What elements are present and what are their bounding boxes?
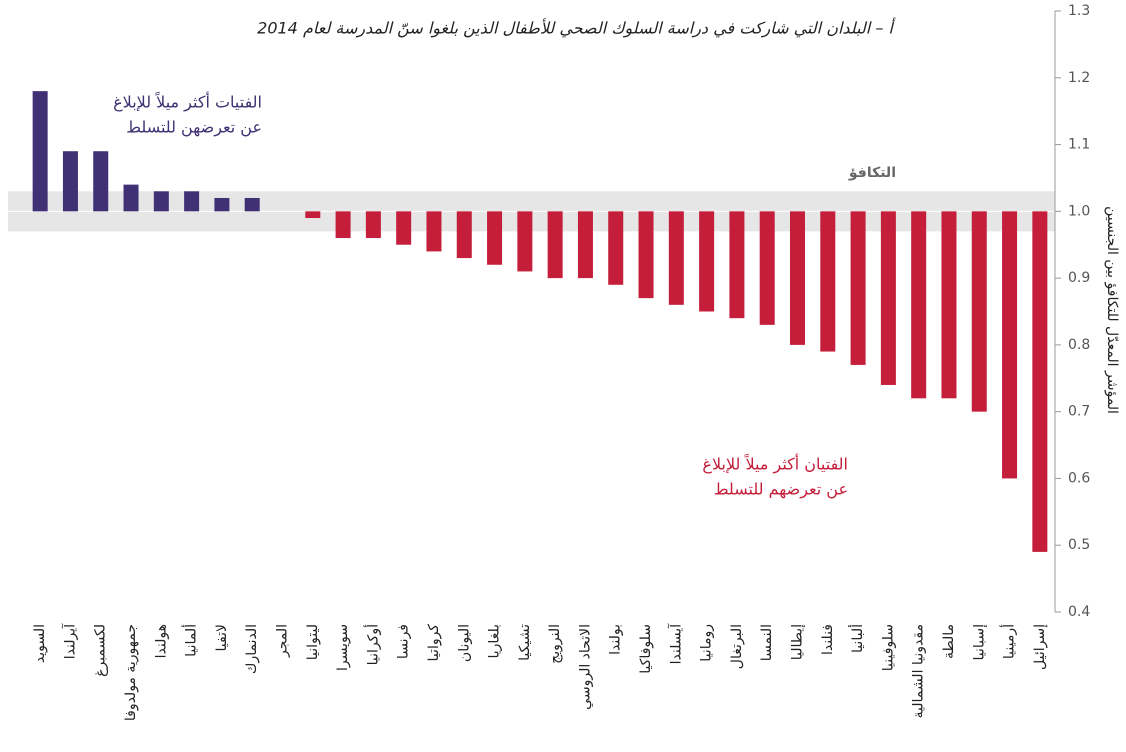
bar xyxy=(62,151,78,212)
annotation: الفتيان أكثر ميلاً للإبلاغ xyxy=(702,453,848,474)
x-tick-label: سويسرا xyxy=(335,624,351,671)
chart-title: أ – البلدان التي شاركت في دراسة السلوك ا… xyxy=(257,18,896,38)
x-tick-label: الدنمارك xyxy=(244,624,260,674)
bar xyxy=(941,211,957,399)
y-tick-label: 0.7 xyxy=(1068,404,1090,420)
bar xyxy=(668,211,684,305)
x-tick-label: الاتحاد الروسي xyxy=(577,624,593,710)
bar xyxy=(729,211,745,319)
x-tick-label: تشيكيا xyxy=(517,624,533,661)
bar xyxy=(123,184,139,212)
bar xyxy=(487,211,503,265)
x-tick-label: كرواتيا xyxy=(426,624,442,662)
x-tick-label: فرنسا xyxy=(396,624,412,659)
y-tick-label: 1.0 xyxy=(1068,203,1090,219)
bar xyxy=(305,211,321,219)
annotation: عن تعرضهم للتسلط xyxy=(714,480,848,500)
bar xyxy=(577,211,593,279)
annotation: عن تعرضهن للتسلط xyxy=(126,118,262,138)
y-tick-label: 0.5 xyxy=(1068,537,1090,553)
x-tick-label: لاتفيا xyxy=(214,624,230,651)
bar xyxy=(1002,211,1018,479)
bar xyxy=(850,211,866,365)
bar xyxy=(759,211,775,325)
x-tick-label: آيسلندا xyxy=(667,623,684,664)
bar xyxy=(880,211,896,385)
bar xyxy=(396,211,412,245)
bar xyxy=(608,211,624,285)
bar xyxy=(153,191,169,212)
y-tick-label: 0.6 xyxy=(1068,470,1090,486)
bar xyxy=(699,211,715,312)
bar xyxy=(820,211,836,352)
x-tick-label: رومانيا xyxy=(699,624,715,662)
x-tick-label: ليتوانيا xyxy=(305,624,321,660)
bar xyxy=(184,191,200,212)
y-tick-label: 1.1 xyxy=(1068,137,1090,153)
x-tick-label: مقدونيا الشمالية xyxy=(911,624,927,719)
annotation: الفتيات أكثر ميلاً للإبلاغ xyxy=(113,91,262,112)
y-tick-label: 0.4 xyxy=(1068,604,1090,620)
bar xyxy=(790,211,805,345)
x-tick-label: فنلندا xyxy=(820,624,836,655)
x-tick-label: مالطة xyxy=(941,624,957,659)
x-tick-label: إسبانيا xyxy=(971,624,987,661)
x-tick-label: ألبانيا xyxy=(848,624,866,653)
bar xyxy=(1032,211,1048,552)
bar xyxy=(456,211,472,259)
bar xyxy=(911,211,927,399)
x-tick-label: إيطاليا xyxy=(790,624,806,660)
x-tick-label: سلوفاكيا xyxy=(638,624,654,674)
bar xyxy=(365,211,381,239)
x-tick-label: اليونان xyxy=(456,624,472,662)
x-tick-label: النمسا xyxy=(759,624,775,661)
bar xyxy=(32,91,48,212)
x-tick-label: سلوفينيا xyxy=(880,624,896,671)
x-tick-label: النرويج xyxy=(547,624,563,664)
y-axis-label: المؤشر المعدّل للتكافؤ بين الجنسين xyxy=(1104,206,1120,414)
bar xyxy=(335,211,351,239)
bar xyxy=(517,211,533,272)
parity-label: التكافؤ xyxy=(848,165,896,181)
x-tick-label: هولندا xyxy=(153,624,169,658)
bar xyxy=(638,211,654,299)
y-tick-label: 1.2 xyxy=(1068,70,1090,86)
x-tick-label: أرمينيا xyxy=(1000,624,1018,659)
x-tick-label: لكسمبرغ xyxy=(93,624,109,677)
bar xyxy=(971,211,987,412)
y-tick-label: 0.9 xyxy=(1068,270,1090,286)
x-tick-label: السويد xyxy=(32,624,48,663)
bar xyxy=(214,197,230,212)
y-tick-label: 0.8 xyxy=(1068,337,1090,353)
x-tick-label: البرتغال xyxy=(729,624,745,669)
x-tick-label: آيرلندا xyxy=(61,623,78,659)
bar xyxy=(547,211,563,279)
y-tick-label: 1.3 xyxy=(1068,3,1090,19)
x-tick-label: إسرائيل xyxy=(1032,624,1048,670)
x-tick-label: جمهورية مولدوفا xyxy=(123,624,139,721)
x-tick-label: بولندا xyxy=(608,624,624,655)
x-tick-label: أوكرانيا xyxy=(363,624,381,665)
x-tick-label: المجر xyxy=(275,624,291,658)
x-tick-label: بلغاريا xyxy=(487,624,503,658)
x-tick-label: ألمانيا xyxy=(182,624,200,657)
bar xyxy=(93,151,109,212)
bar xyxy=(426,211,442,252)
bar xyxy=(244,197,260,212)
